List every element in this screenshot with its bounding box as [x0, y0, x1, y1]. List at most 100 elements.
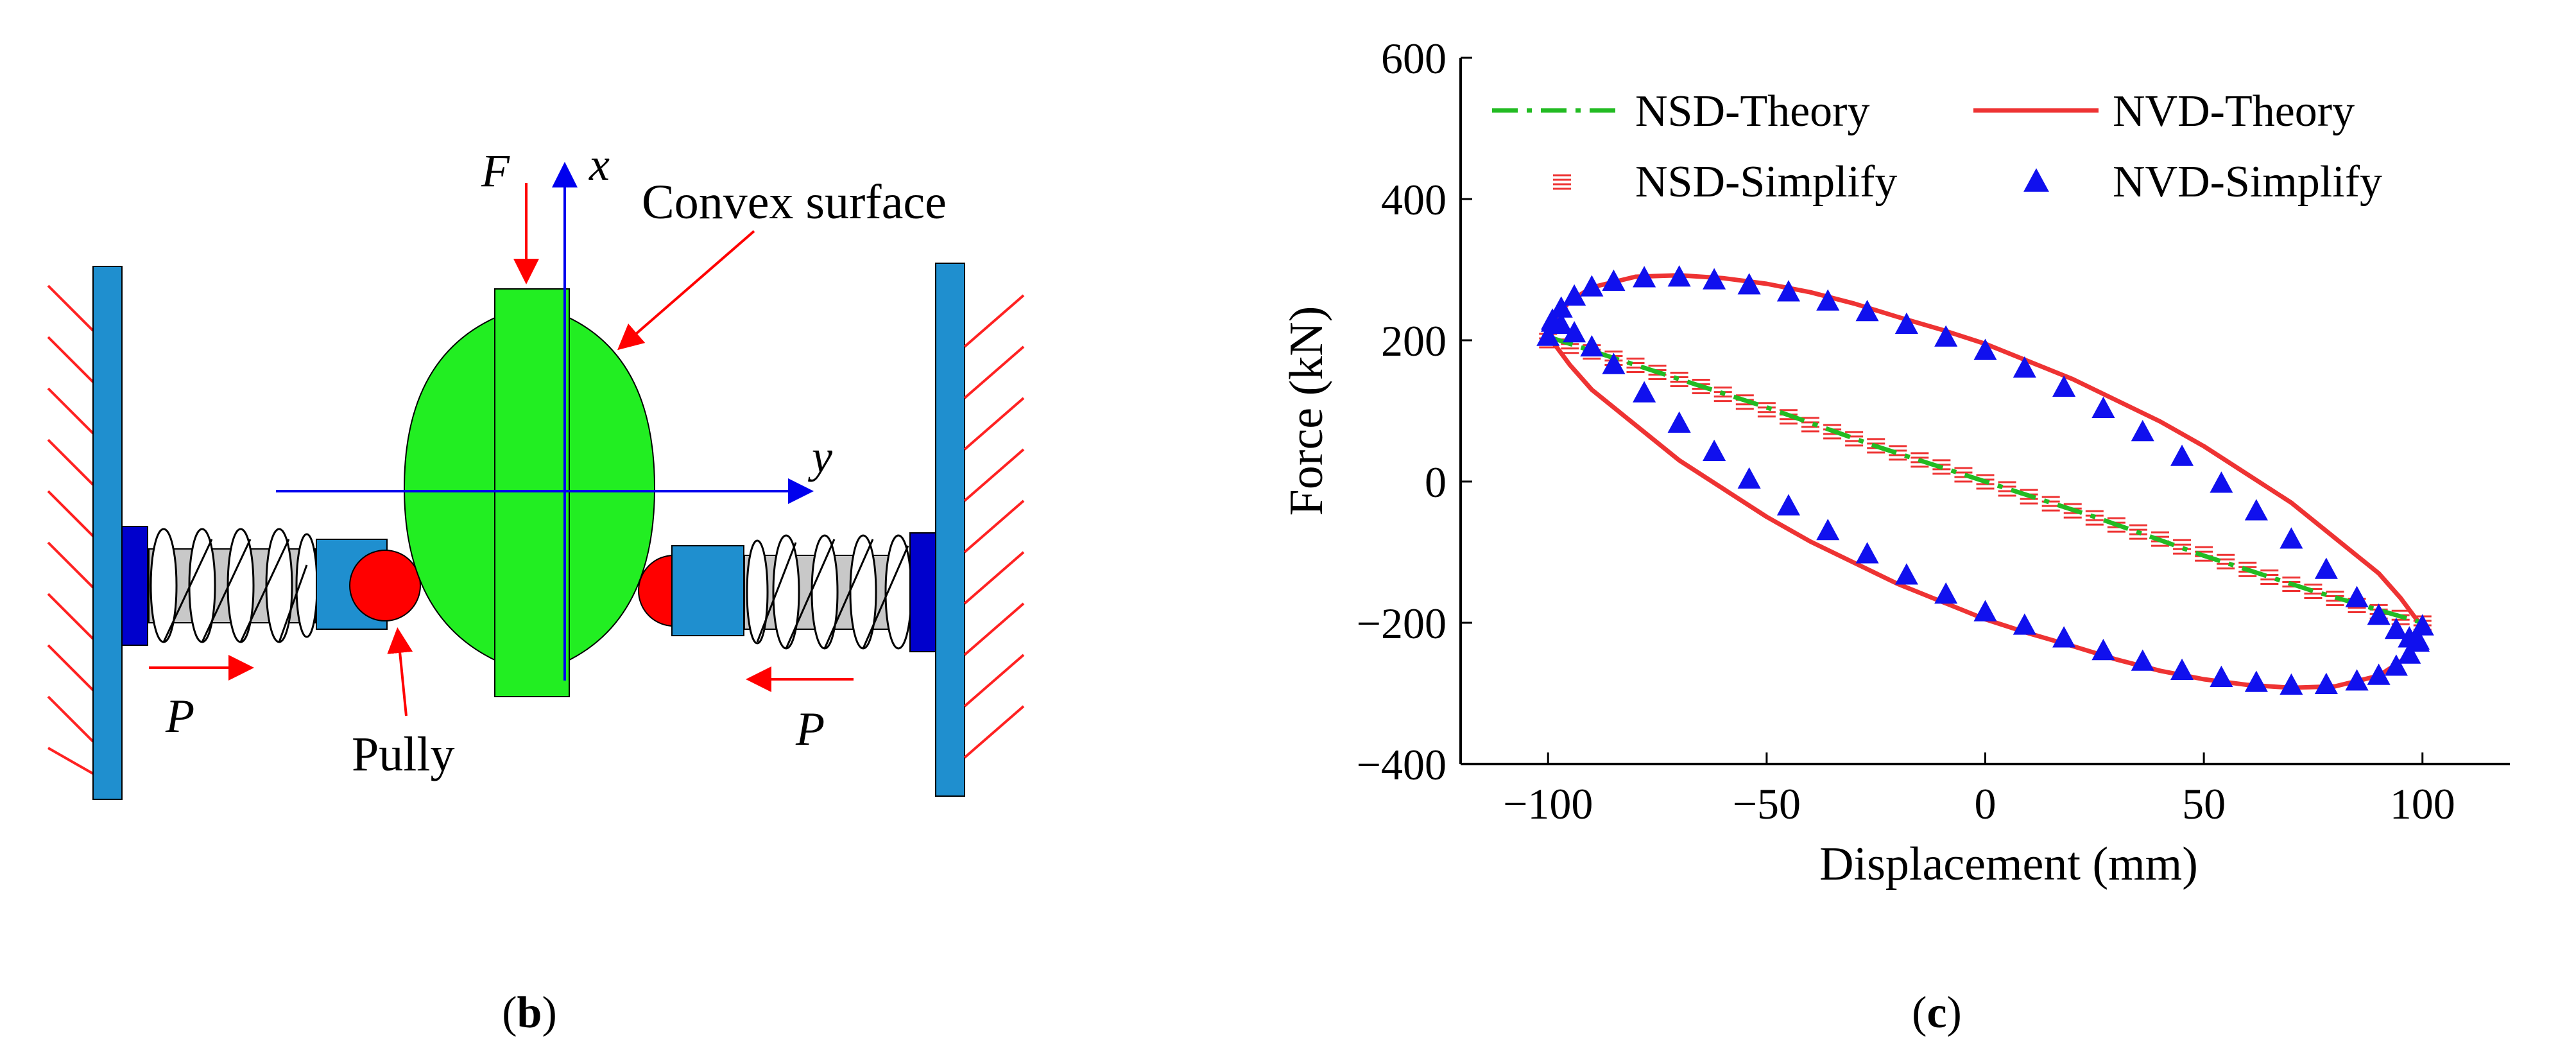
nvd-simplify-point	[1549, 296, 1573, 318]
nvd-simplify-point	[1536, 324, 1560, 346]
x-tick-label: −50	[1733, 779, 1801, 828]
y-tick-label: 400	[1381, 175, 1447, 224]
nvd-simplify-point	[1602, 352, 1626, 374]
nvd-simplify-point	[2210, 471, 2233, 493]
nsd-simplify-point	[1889, 445, 1907, 461]
y-axis-symbol: y	[807, 431, 832, 482]
nvd-simplify-point	[2091, 396, 2115, 418]
x-tick-label: 0	[1975, 779, 1996, 828]
nsd-simplify-point	[2041, 496, 2060, 512]
nvd-simplify-point	[2367, 663, 2391, 685]
nvd-simplify-point	[2384, 618, 2408, 639]
nvd-simplify-point	[2210, 665, 2233, 688]
nvd-simplify-point	[1973, 338, 1997, 360]
force-symbol: F	[481, 145, 510, 196]
nvd-simplify-point	[1894, 563, 1918, 585]
right-spring-coils	[746, 534, 913, 650]
nvd-simplify-point	[1563, 284, 1586, 306]
nvd-simplify-point	[1855, 542, 1879, 564]
x-tick-label: 100	[2390, 779, 2455, 828]
nvd-simplify-point	[2244, 670, 2268, 692]
nvd-simplify-point	[1816, 289, 1840, 311]
x-tick-label: 50	[2182, 779, 2226, 828]
chart-y-axis-label: Force (kN)	[1280, 306, 1333, 516]
legend-nvd-theory-label: NVD-Theory	[2113, 87, 2355, 136]
nvd-simplify-point	[2367, 604, 2391, 625]
y-tick-label: −400	[1357, 740, 1447, 789]
nvd-simplify-point	[1934, 582, 1958, 604]
nvd-simplify-point	[1973, 600, 1997, 621]
pulley-label-arrow	[387, 627, 413, 717]
legend-nsd-simplify-swatch	[1553, 174, 1571, 190]
chart-legend: NSD-Theory NVD-Theory NSD-Simplify NVD-Simp…	[1492, 87, 2382, 207]
legend-nvd-simplify-swatch	[2023, 168, 2049, 192]
right-slider-block	[671, 545, 744, 636]
right-spring-end-plate	[909, 532, 936, 652]
nvd-simplify-point	[1703, 439, 1726, 462]
left-wall-hatching	[47, 284, 94, 775]
nvd-simplify-point	[2013, 613, 2036, 635]
nvd-simplify-point	[1541, 308, 1565, 330]
nvd-simplify-point	[2410, 614, 2434, 636]
convex-label-arrow	[617, 230, 755, 351]
y-tick-label: 0	[1425, 458, 1447, 507]
nvd-simplify-point	[1580, 275, 1604, 297]
nvd-simplify-point	[1934, 325, 1958, 347]
right-wall-hatching	[963, 294, 1025, 759]
legend-nvd-simplify-label: NVD-Simplify	[2113, 157, 2382, 207]
chart-x-axis-label: Displacement (mm)	[1819, 838, 2198, 891]
nvd-simplify-point	[2345, 669, 2369, 691]
nvd-simplify-point	[2052, 375, 2076, 397]
panel-c-chart: −100 −50 0 50 100 −400 −200 0 200 400 600 NSD-Theo…	[1280, 34, 2510, 1038]
nvd-simplify-point	[1602, 269, 1626, 291]
nvd-simplify-point	[1894, 312, 1918, 335]
pulley-label: Pully	[352, 727, 455, 781]
nvd-simplify-point	[1776, 280, 1800, 302]
right-wall	[935, 263, 965, 797]
left-spring-end-plate	[121, 526, 148, 646]
panel-b-caption: (b)	[502, 988, 557, 1038]
panel-b-diagram: F x y Convex surface Pully P P (b)	[47, 139, 1025, 1038]
nvd-simplify-point	[2052, 626, 2076, 648]
nvd-simplify-point	[2244, 499, 2268, 521]
nsd-simplify-point	[2173, 539, 2192, 555]
y-tick-label: 600	[1381, 34, 1447, 83]
left-pulley	[349, 550, 421, 621]
nvd-simplify-point	[2406, 628, 2430, 650]
nvd-simplify-point	[2091, 639, 2115, 661]
chart-axes: −100 −50 0 50 100 −400 −200 0 200 400 600	[1357, 34, 2510, 828]
nvd-simplify-point	[2280, 527, 2303, 549]
left-wall	[92, 266, 123, 800]
nvd-simplify-point	[1563, 321, 1586, 343]
nvd-simplify-point	[2170, 444, 2194, 466]
nvd-simplify-point	[2398, 642, 2421, 664]
left-spring-coils	[150, 528, 318, 643]
nsd-simplify-point	[2085, 510, 2104, 526]
nvd-simplify-point	[1633, 381, 1656, 403]
central-shaft	[494, 288, 570, 697]
nvd-simplify-point	[2280, 673, 2303, 695]
nvd-simplify-point	[1703, 268, 1726, 290]
nvd-simplify-point	[1667, 265, 1691, 287]
nvd-simplify-point	[2131, 420, 2154, 442]
nsd-simplify-point	[1757, 402, 1776, 418]
nvd-simplify-point	[1737, 467, 1761, 489]
panel-c-caption: (c)	[1912, 988, 1962, 1038]
x-tick-label: −100	[1503, 779, 1593, 828]
legend-nsd-theory-label: NSD-Theory	[1635, 87, 1869, 136]
nvd-simplify-point	[2314, 672, 2338, 695]
nvd-simplify-point	[2170, 658, 2194, 681]
preload-label-right: P	[795, 703, 825, 756]
nsd-simplify-point	[1670, 372, 1688, 387]
convex-surface-label: Convex surface	[642, 175, 947, 229]
nvd-simplify-point	[2131, 649, 2154, 671]
nvd-simplify-point	[1776, 494, 1800, 516]
nsd-simplify-point	[1998, 481, 2016, 497]
nsd-theory-line	[1547, 335, 2423, 625]
nvd-simplify-point	[1737, 273, 1761, 295]
nvd-simplify-point	[1667, 411, 1691, 433]
nvd-simplify-point	[1633, 266, 1656, 288]
nvd-simplify-point	[1855, 300, 1879, 322]
nsd-simplify-point	[2326, 591, 2344, 606]
nvd-simplify-point	[1580, 335, 1604, 357]
